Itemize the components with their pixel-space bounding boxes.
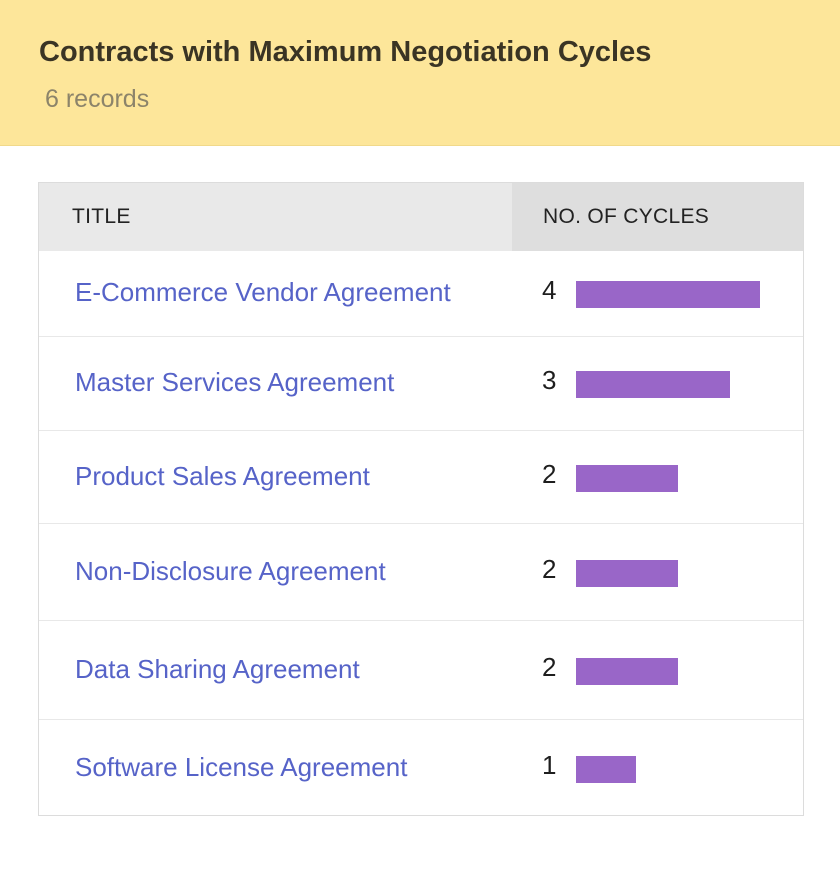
- cycle-bar: [576, 559, 678, 587]
- table-row[interactable]: Software License Agreement 1: [39, 719, 803, 816]
- contracts-table: TITLE NO. OF CYCLES E-Commerce Vendor Ag…: [38, 182, 804, 816]
- contract-title-link[interactable]: Software License Agreement: [75, 751, 408, 782]
- cycle-count: 1: [542, 749, 557, 780]
- table-row[interactable]: E-Commerce Vendor Agreement 4: [39, 251, 803, 336]
- report-header: Contracts with Maximum Negotiation Cycle…: [0, 0, 840, 146]
- table-row[interactable]: Master Services Agreement 3: [39, 336, 803, 430]
- cycle-count: 3: [542, 365, 557, 395]
- cycle-count: 2: [542, 458, 557, 489]
- cycle-bar: [576, 755, 636, 783]
- column-header-cycles-label: NO. OF CYCLES: [543, 205, 710, 228]
- cycle-count: 2: [542, 553, 557, 584]
- cycle-count: 2: [542, 651, 557, 682]
- contract-title-link[interactable]: Product Sales Agreement: [75, 460, 370, 491]
- cycle-bar: [576, 657, 678, 685]
- column-header-cycles[interactable]: NO. OF CYCLES: [512, 183, 803, 251]
- column-header-title-label: TITLE: [72, 205, 131, 228]
- column-header-title[interactable]: TITLE: [39, 183, 512, 251]
- table-row[interactable]: Data Sharing Agreement 2: [39, 620, 803, 719]
- table-row[interactable]: Non-Disclosure Agreement 2: [39, 523, 803, 620]
- cycle-bar: [576, 371, 730, 398]
- contract-title-link[interactable]: Non-Disclosure Agreement: [75, 555, 386, 586]
- contract-title-link[interactable]: E-Commerce Vendor Agreement: [75, 276, 451, 307]
- cycle-count: 4: [542, 274, 557, 305]
- cycle-bar: [576, 280, 760, 308]
- report-title: Contracts with Maximum Negotiation Cycle…: [39, 36, 652, 68]
- cycle-bar: [576, 464, 678, 492]
- table-row[interactable]: Product Sales Agreement 2: [39, 430, 803, 523]
- record-count: 6 records: [45, 85, 150, 113]
- contract-title-link[interactable]: Data Sharing Agreement: [75, 653, 360, 684]
- table-header: TITLE NO. OF CYCLES: [39, 183, 803, 251]
- contract-title-link[interactable]: Master Services Agreement: [75, 367, 395, 397]
